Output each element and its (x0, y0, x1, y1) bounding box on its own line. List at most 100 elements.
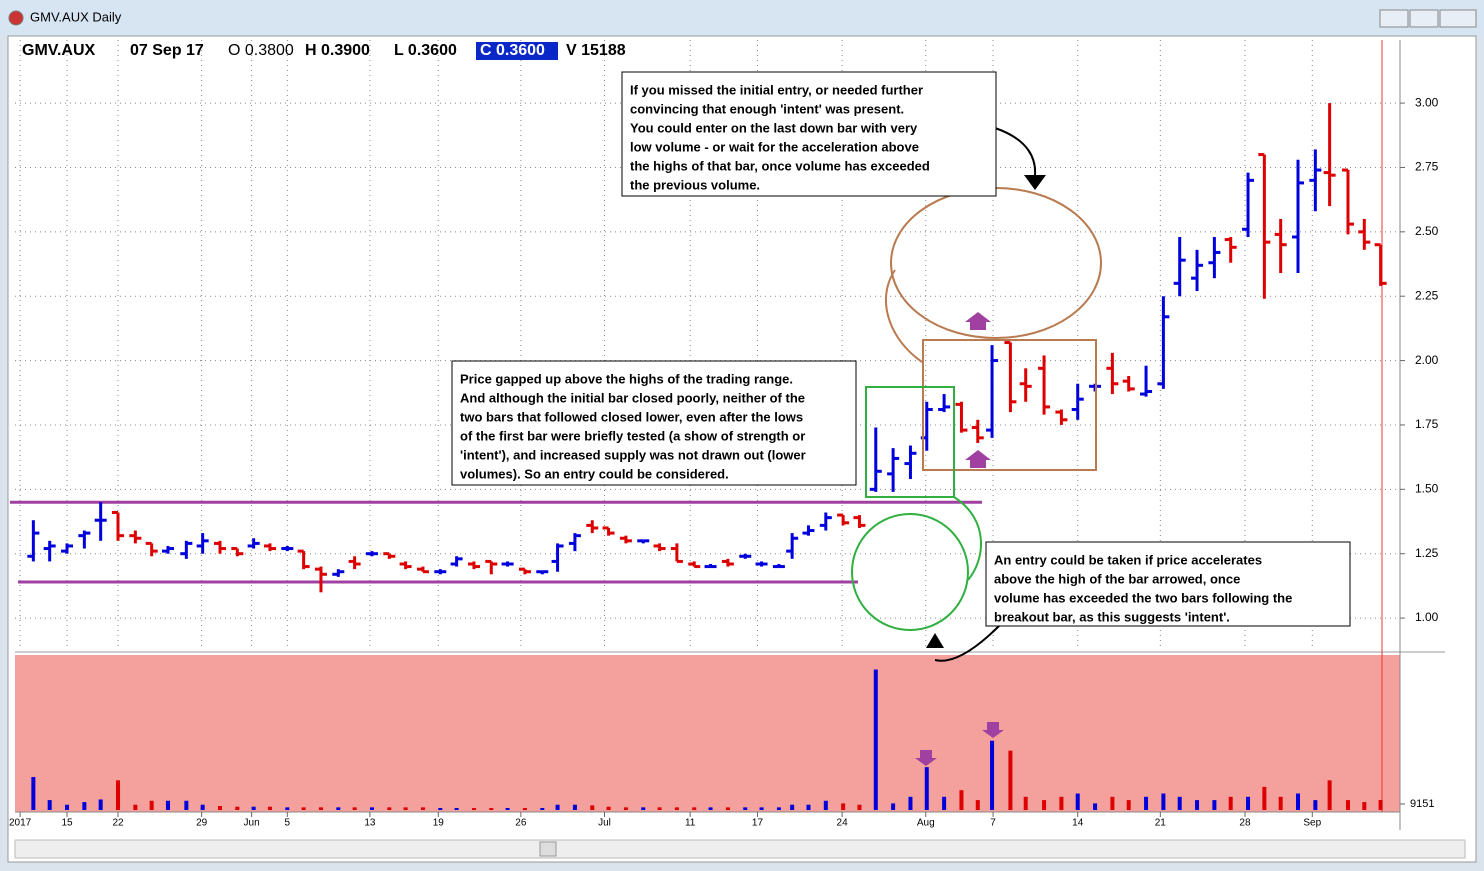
y-tick-label: 1.50 (1415, 481, 1439, 495)
annotation-text: the highs of that bar, once volume has e… (630, 158, 930, 173)
volume-bar (708, 807, 713, 810)
volume-bar (590, 805, 595, 810)
volume-bar (522, 808, 527, 810)
volume-bar (184, 800, 189, 810)
volume-bar (1144, 796, 1149, 810)
window-title: GMV.AUX Daily (30, 9, 122, 24)
volume-bar (891, 803, 896, 810)
volume-bar (1177, 796, 1182, 810)
volume-bar (692, 807, 697, 810)
y-tick-label: 3.00 (1415, 95, 1439, 109)
x-tick-label: 2017 (9, 818, 32, 829)
volume-panel (15, 655, 1400, 812)
volume-bar (217, 806, 222, 810)
y-tick-label: 2.50 (1415, 224, 1439, 238)
volume-bar (489, 808, 494, 810)
x-tick-label: 19 (433, 818, 445, 829)
title-bar (0, 0, 1484, 36)
x-tick-label: 22 (112, 818, 124, 829)
header-high: H 0.3900 (305, 42, 370, 59)
volume-bar (1161, 793, 1166, 810)
x-tick-label: 14 (1072, 818, 1084, 829)
volume-bar (352, 807, 357, 810)
volume-bar (674, 807, 679, 810)
volume-bar (1093, 803, 1098, 810)
volume-bar (116, 780, 121, 810)
header-low: L 0.3600 (394, 42, 457, 59)
y-tick-label: 1.00 (1415, 610, 1439, 624)
x-tick-label: Jul (598, 818, 611, 829)
volume-bar (471, 808, 476, 810)
scroll-thumb[interactable] (539, 841, 557, 857)
volume-bar (454, 808, 459, 810)
volume-bar (540, 808, 545, 810)
volume-bar (790, 804, 795, 810)
x-tick-label: 11 (685, 818, 696, 829)
x-tick-label: 26 (515, 818, 527, 829)
annotation-text: convincing that enough 'intent' was pres… (630, 101, 904, 116)
volume-bar (1126, 800, 1131, 810)
volume-bar (743, 807, 748, 810)
volume-tick-label: 9151 (1410, 798, 1434, 810)
annotation-text: volumes). So an entry could be considere… (460, 466, 729, 481)
volume-bar (47, 800, 52, 810)
arrow-head (926, 633, 944, 648)
signal-arrow (915, 750, 937, 766)
volume-bar (990, 740, 995, 810)
volume-bar (285, 807, 290, 810)
volume-bar (572, 804, 577, 810)
volume-bar (149, 800, 154, 810)
header-volume: V 15188 (566, 42, 626, 59)
volume-bar (1075, 793, 1080, 810)
annotation-text: breakout bar, as this suggests 'intent'. (994, 609, 1230, 624)
volume-bar (133, 804, 138, 810)
annotation-text: You could enter on the last down bar wit… (630, 120, 918, 135)
volume-bar (606, 806, 611, 810)
volume-bar (1262, 786, 1267, 810)
annotation-text: two bars that followed closed lower, eve… (460, 409, 803, 424)
x-tick-label: Jun (244, 818, 260, 829)
x-tick-label: 29 (196, 818, 208, 829)
volume-bar (387, 807, 392, 810)
volume-bar (1110, 796, 1115, 810)
volume-bar (1212, 800, 1217, 810)
volume-bar (657, 807, 662, 810)
annotation-text: above the high of the bar arrowed, once (994, 571, 1240, 586)
annotation-box (985, 541, 1351, 627)
x-tick-label: 24 (837, 818, 849, 829)
volume-bar (65, 804, 70, 810)
highlight-circle (851, 513, 969, 631)
volume-bar (165, 800, 170, 810)
close-button[interactable] (1439, 9, 1477, 28)
volume-bar (1246, 796, 1251, 810)
annotation-text: 'intent'), and increased supply was not … (460, 447, 806, 462)
x-tick-label: 15 (61, 818, 73, 829)
header-open: O 0.3800 (228, 42, 294, 59)
connector (953, 496, 983, 581)
annotation-text: Price gapped up above the highs of the t… (460, 371, 793, 386)
volume-bar (403, 807, 408, 810)
minimize-button[interactable] (1379, 9, 1409, 28)
annotation-text: An entry could be taken if price acceler… (994, 552, 1262, 567)
volume-bar (438, 808, 443, 810)
volume-bar (251, 806, 256, 810)
annotation-text: volume has exceeded the two bars followi… (994, 590, 1292, 605)
volume-bar (318, 807, 323, 810)
volume-bar (924, 767, 929, 810)
y-tick-label: 1.75 (1415, 417, 1439, 431)
volume-bar (1362, 802, 1367, 810)
y-tick-label: 2.25 (1415, 288, 1439, 302)
volume-bar (1023, 796, 1028, 810)
annotation-text: the previous volume. (630, 177, 760, 192)
arrow-head (1024, 175, 1046, 190)
volume-bar (200, 804, 205, 810)
x-tick-label: 17 (752, 818, 764, 829)
volume-bar (857, 804, 862, 810)
connector (885, 269, 923, 363)
y-tick-label: 2.00 (1415, 353, 1439, 367)
annotation-text: If you missed the initial entry, or need… (630, 82, 923, 97)
volume-bar (759, 807, 764, 810)
scrollbar[interactable] (14, 839, 1466, 859)
maximize-button[interactable] (1409, 9, 1439, 28)
